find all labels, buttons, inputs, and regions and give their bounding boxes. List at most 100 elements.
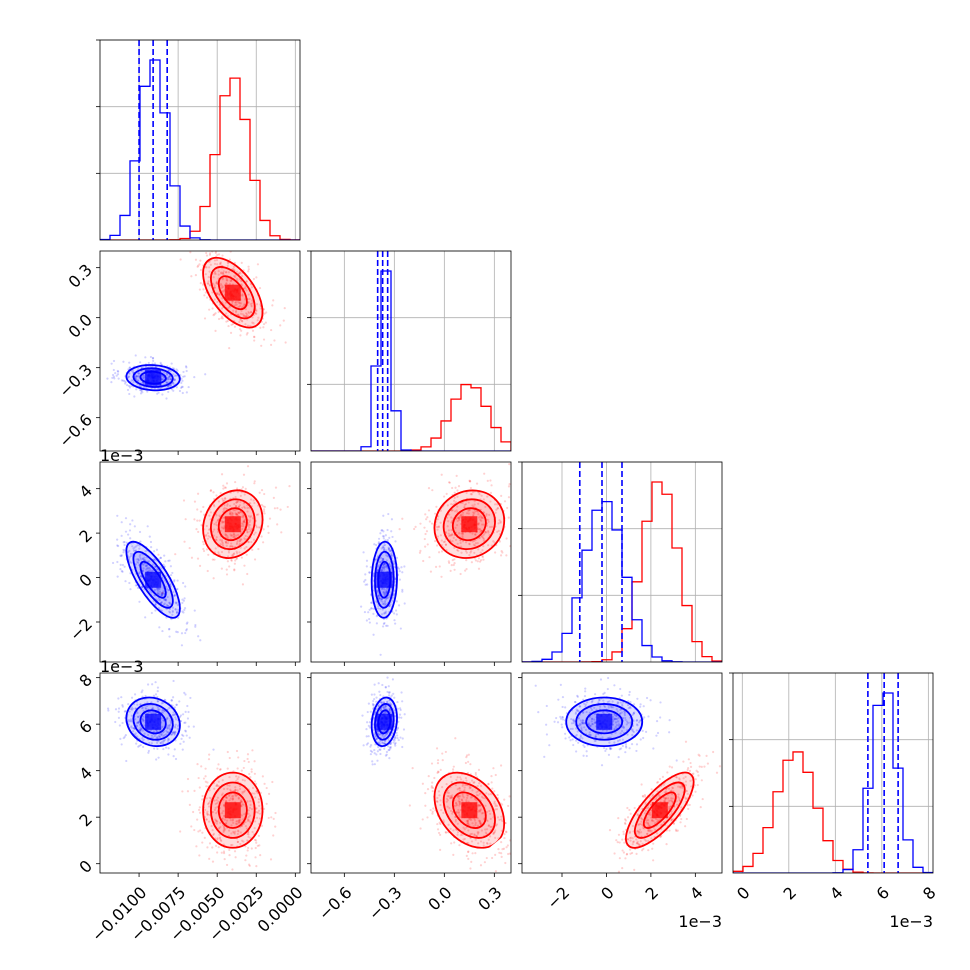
sample-point-red [206,243,208,245]
sample-point-red [197,530,200,533]
sample-point-red [272,834,275,837]
sample-point-red [223,486,226,489]
sample-point-blue [167,753,170,756]
sample-point-blue [366,721,369,724]
sample-point-blue [154,681,157,684]
sample-point-blue [106,707,110,710]
panel-2d-1-0 [96,236,301,455]
sample-point-blue [170,573,173,577]
sample-point-blue [394,622,397,625]
sample-point-red [452,853,455,856]
sample-point-red [280,531,283,534]
sample-point-blue [165,381,168,384]
sample-point-blue [387,745,390,748]
sample-point-red [198,806,201,809]
sample-point-blue [111,373,115,377]
sample-point-red [190,825,193,828]
sample-point-red [499,554,503,557]
sample-point-red [273,339,276,342]
sample-point-blue [169,384,172,387]
sample-point-blue [197,635,200,638]
sample-point-blue [393,696,396,699]
sample-point-blue [559,715,562,718]
sample-point-blue [400,716,403,719]
sample-point-red [242,473,246,476]
sample-point-red [504,861,507,865]
sample-point-red [198,854,201,857]
sample-point-red [184,518,187,521]
sample-point-blue [142,374,145,378]
sample-point-red [207,553,210,556]
sample-point-blue [165,381,168,384]
sample-point-blue [180,377,183,380]
sample-point-blue [557,698,560,701]
sample-point-blue [400,566,403,569]
sample-point-red [479,559,483,562]
sample-point-blue [378,690,381,693]
sample-point-blue [128,581,131,585]
sample-point-blue [123,710,127,713]
sample-point-red [481,556,484,559]
sample-point-red [208,308,211,311]
sample-point-red [225,573,229,576]
sample-point-blue [397,604,401,607]
sample-point-red [286,505,289,509]
sample-point-blue [182,599,185,602]
sample-point-blue [185,369,188,373]
sample-point-red [233,568,236,571]
sample-point-red [504,830,508,833]
sample-point-red [465,756,468,759]
sample-point-red [441,759,444,762]
sample-point-blue [369,710,372,713]
sample-point-red [499,764,503,767]
sample-point-red [267,531,270,534]
sample-point-red [247,268,250,271]
sample-point-red [226,767,229,770]
sample-point-red [431,489,434,492]
sample-point-red [464,761,467,765]
sample-point-red [206,236,208,238]
sample-point-red [179,258,182,261]
sample-point-red [245,333,248,336]
sample-point-red [220,567,223,570]
sample-point-red [430,785,433,788]
sample-point-red [452,563,455,567]
sample-point-red [429,570,433,573]
sample-point-red [507,516,510,519]
sample-point-blue [172,383,176,386]
sample-point-blue [384,534,387,537]
density-peak-blue [145,369,162,386]
density-peak-blue [145,571,162,588]
sample-point-red [196,557,200,560]
sample-point-blue [390,530,393,533]
sample-point-red [477,567,481,570]
density-peak-red [224,516,241,533]
sample-point-red [249,776,252,779]
sample-point-red [223,857,226,861]
sample-point-blue [377,682,380,685]
sample-point-red [246,757,249,761]
sample-point-blue [183,608,186,612]
sample-point-blue [368,726,371,729]
sample-point-red [437,770,440,773]
sample-point-blue [382,514,385,517]
sample-point-blue [128,366,132,369]
sample-point-red [437,551,441,554]
sample-point-blue [385,750,389,754]
sample-point-red [439,848,442,851]
sample-point-blue [171,696,175,699]
sample-point-blue [576,694,579,697]
sample-point-blue [585,750,588,753]
sample-point-blue [659,701,662,704]
sample-point-red [505,554,508,557]
sample-point-red [426,788,430,791]
sample-point-blue [133,693,137,696]
sample-point-blue [375,700,378,703]
sample-point-blue [362,551,365,554]
sample-point-blue [142,745,145,748]
sample-point-red [189,251,192,254]
sample-point-red [444,750,447,754]
sample-point-blue [181,379,184,382]
sample-point-blue [182,375,185,378]
sample-point-red [196,508,199,511]
